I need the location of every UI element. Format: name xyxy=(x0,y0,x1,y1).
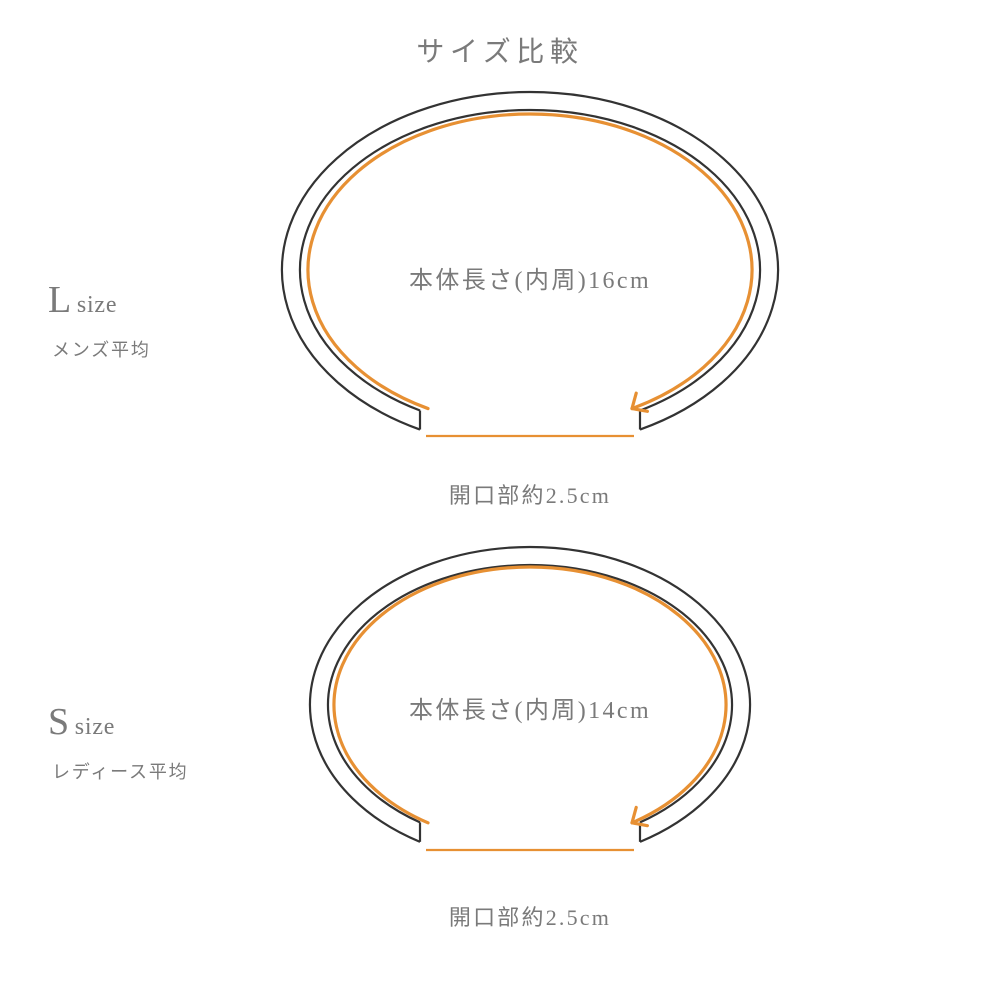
size-l-letter: L xyxy=(48,279,72,321)
size-s-sub: レディース平均 xyxy=(52,758,188,784)
size-s-gap-text: 開口部約2.5cm xyxy=(280,900,780,932)
size-s-word: size xyxy=(75,714,116,740)
size-s-label: S size xyxy=(48,700,115,744)
size-s-inner-text: 本体長さ(内周)14cm xyxy=(280,690,780,725)
size-l-word: size xyxy=(77,292,118,318)
size-l-label: L size xyxy=(48,278,117,322)
page-title: サイズ比較 xyxy=(0,30,1000,70)
size-s-letter: S xyxy=(48,701,70,743)
size-l-gap-text: 開口部約2.5cm xyxy=(250,478,810,510)
size-l-sub: メンズ平均 xyxy=(52,336,151,362)
size-l-inner-text: 本体長さ(内周)16cm xyxy=(250,260,810,295)
